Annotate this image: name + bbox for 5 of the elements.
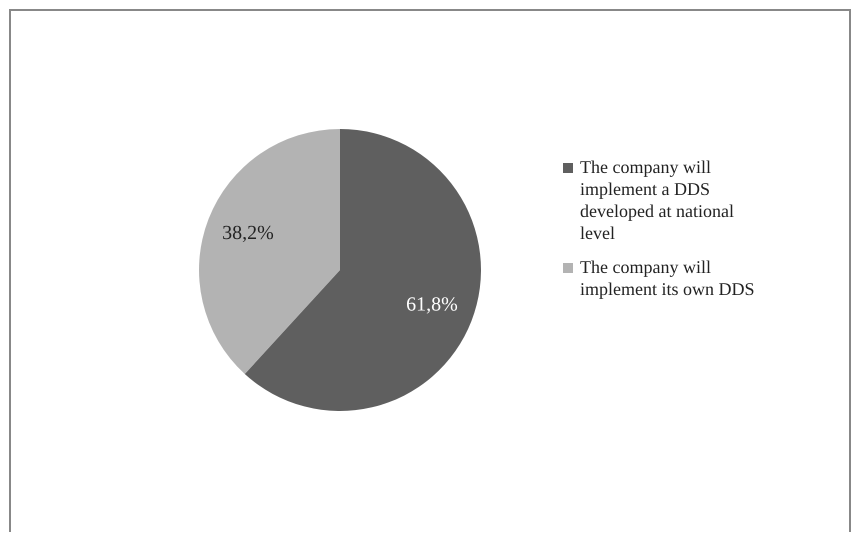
legend-label: The company will implement its own DDS <box>580 257 754 299</box>
data-label: 61,8% <box>406 293 458 316</box>
data-label: 38,2% <box>222 222 274 244</box>
pie-slice <box>199 129 340 374</box>
legend-label: The company will implement a DDS developed at national level <box>580 157 734 243</box>
